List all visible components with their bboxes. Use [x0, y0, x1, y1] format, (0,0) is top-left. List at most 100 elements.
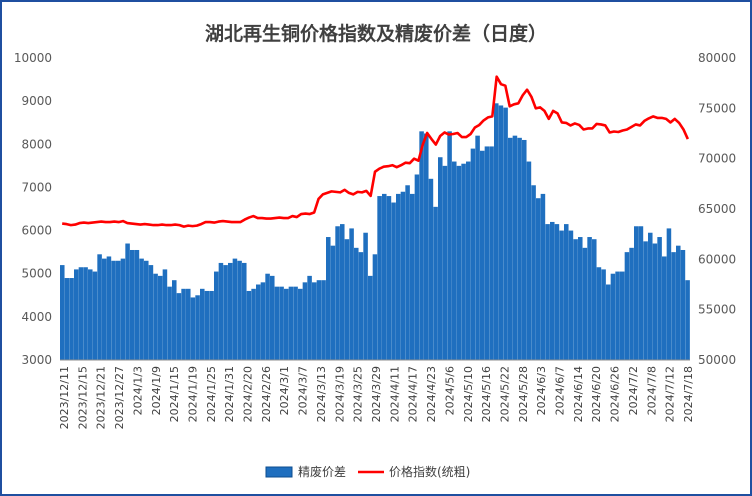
bar — [568, 230, 574, 360]
bar — [648, 232, 653, 360]
bar — [620, 271, 625, 360]
bar — [652, 243, 658, 360]
bar — [293, 286, 298, 360]
bar — [134, 249, 140, 360]
bar — [578, 237, 583, 360]
bar — [377, 196, 382, 360]
bar — [97, 254, 102, 360]
bar — [554, 224, 560, 360]
x-tick-label: 2024/1/3 — [131, 366, 144, 415]
bar — [526, 161, 532, 360]
bar — [200, 288, 205, 360]
bar — [218, 262, 224, 360]
bar — [559, 230, 564, 360]
bar — [83, 267, 88, 360]
bar — [307, 275, 312, 360]
bar — [592, 239, 597, 360]
bar — [545, 224, 550, 360]
bar — [195, 295, 200, 360]
x-tick-label: 2024/6/26 — [609, 366, 622, 422]
bar — [78, 267, 84, 360]
x-tick-label: 2024/5/6 — [443, 366, 456, 415]
right-tick-label: 55000 — [698, 303, 736, 317]
bar — [634, 226, 639, 360]
bar — [232, 258, 238, 360]
bar — [60, 265, 65, 360]
bar — [657, 237, 662, 360]
x-tick-label: 2024/4/23 — [425, 366, 438, 422]
bar — [176, 293, 182, 360]
bar — [428, 178, 434, 360]
bar — [368, 275, 373, 360]
bar — [148, 265, 154, 360]
bar — [335, 226, 340, 360]
bar — [573, 239, 578, 360]
bar — [643, 241, 648, 360]
bar — [223, 265, 228, 360]
bar — [242, 262, 247, 360]
right-tick-label: 65000 — [698, 202, 736, 216]
bar — [162, 269, 168, 360]
bar — [564, 224, 569, 360]
x-tick-label: 2024/7/8 — [645, 366, 658, 415]
x-tick-label: 2024/3/19 — [333, 366, 346, 422]
bar — [172, 280, 177, 360]
bar — [624, 252, 630, 360]
bar — [419, 131, 424, 360]
bar — [153, 273, 158, 360]
bar — [405, 185, 410, 360]
x-tick-label: 2024/3/13 — [315, 366, 328, 422]
bar — [582, 247, 588, 360]
bar — [270, 275, 275, 360]
x-tick-label: 2024/3/29 — [370, 366, 383, 422]
left-tick-label: 8000 — [21, 137, 52, 151]
bar — [400, 191, 406, 360]
bar — [260, 282, 266, 360]
legend: 精废价差 价格指数(统粗) — [265, 464, 470, 479]
left-tick-label: 10000 — [14, 51, 52, 65]
x-tick-label: 2024/7/18 — [682, 366, 695, 422]
x-tick-label: 2024/1/19 — [187, 366, 200, 422]
bar — [442, 165, 448, 360]
x-tick-label: 2023/12/21 — [95, 366, 108, 429]
bar — [596, 267, 602, 360]
bar — [237, 260, 242, 360]
bar — [503, 107, 508, 360]
bar — [522, 139, 527, 360]
bar — [508, 137, 513, 360]
bar — [610, 273, 616, 360]
right-tick-label: 70000 — [698, 152, 736, 166]
bar — [298, 288, 303, 360]
bar — [414, 174, 420, 360]
bar — [125, 243, 130, 360]
bar — [671, 252, 676, 360]
bar — [466, 161, 471, 360]
bar — [456, 165, 462, 360]
bar — [470, 148, 476, 360]
bar — [666, 228, 672, 360]
bar — [120, 258, 126, 360]
left-axis-ticks: 3000 4000 5000 6000 7000 8000 9000 10000 — [14, 51, 52, 367]
x-tick-label: 2024/1/15 — [168, 366, 181, 422]
x-axis-ticks: 2023/12/11 2023/12/15 2023/12/21 2023/12/27… — [58, 366, 695, 429]
right-tick-label: 80000 — [698, 51, 736, 65]
bar — [228, 262, 233, 360]
x-tick-label: 2024/6/14 — [572, 366, 585, 422]
bar — [116, 260, 121, 360]
bar — [344, 239, 350, 360]
x-tick-label: 2024/5/16 — [480, 366, 493, 422]
bar — [349, 228, 354, 360]
bar — [363, 232, 368, 360]
x-tick-label: 2024/4/17 — [407, 366, 420, 422]
x-tick-label: 2024/5/10 — [462, 366, 475, 422]
x-tick-label: 2024/2/26 — [260, 366, 273, 422]
x-tick-label: 2024/6/7 — [554, 366, 567, 415]
bar — [274, 286, 280, 360]
right-axis-ticks: 50000 55000 60000 65000 70000 75000 80000 — [698, 51, 736, 367]
bar — [461, 163, 466, 360]
bar — [190, 297, 196, 360]
bar — [181, 288, 186, 360]
left-tick-label: 9000 — [21, 94, 52, 108]
bar — [517, 137, 522, 360]
